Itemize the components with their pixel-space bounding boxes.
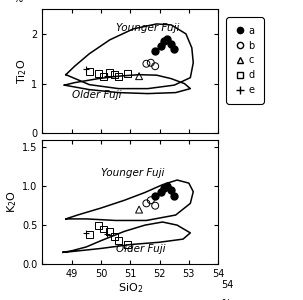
Point <box>105 74 109 79</box>
Point <box>96 71 101 76</box>
Text: Older Fuji: Older Fuji <box>72 90 121 100</box>
Point <box>84 230 89 235</box>
Point <box>107 70 112 75</box>
Point <box>112 234 117 239</box>
Point <box>161 39 166 44</box>
Text: Older Fuji: Older Fuji <box>116 244 165 254</box>
Point <box>125 242 130 247</box>
Point <box>172 46 177 51</box>
Point <box>87 69 92 74</box>
Point <box>137 74 142 79</box>
Point <box>148 198 153 203</box>
Point <box>96 223 101 227</box>
Point <box>116 238 121 243</box>
Point <box>161 185 166 190</box>
Text: Younger Fuji: Younger Fuji <box>116 23 179 33</box>
Point <box>112 72 117 77</box>
Point <box>105 232 109 237</box>
Point <box>165 184 169 189</box>
Point <box>169 41 174 46</box>
Point <box>107 229 112 234</box>
Point <box>153 49 158 54</box>
Point <box>153 193 158 198</box>
Point <box>148 60 153 65</box>
Point <box>153 203 158 208</box>
Text: Younger Fuji: Younger Fuji <box>101 168 164 178</box>
Point <box>153 64 158 69</box>
Point <box>137 207 142 212</box>
Point <box>116 74 121 79</box>
Legend: a, b, c, d, e: a, b, c, d, e <box>229 20 261 101</box>
Point <box>84 66 89 71</box>
Text: %: % <box>222 299 231 300</box>
Point <box>144 201 149 206</box>
Point <box>158 190 163 195</box>
Point <box>102 226 106 231</box>
Point <box>169 188 174 193</box>
Y-axis label: Ti$_2$O: Ti$_2$O <box>15 58 28 84</box>
Text: 54: 54 <box>222 280 234 290</box>
Point <box>172 193 177 198</box>
Y-axis label: K$_2$O: K$_2$O <box>6 190 19 213</box>
Point <box>102 74 106 79</box>
X-axis label: SiO$_2$: SiO$_2$ <box>118 282 143 296</box>
Point <box>144 61 149 66</box>
Text: %: % <box>13 0 22 4</box>
Point <box>165 37 169 41</box>
Point <box>125 71 130 76</box>
Point <box>158 44 163 49</box>
Point <box>87 232 92 237</box>
